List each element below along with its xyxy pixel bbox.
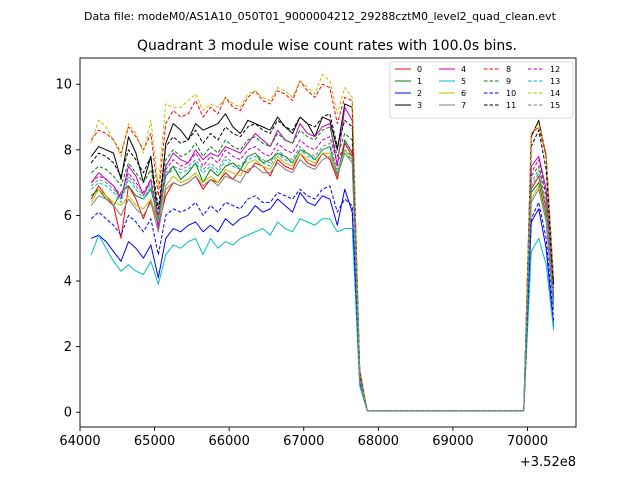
data-file-label: Data file: modeM0/AS1A10_050T01_90000042…: [84, 10, 557, 23]
legend-label-4: 4: [461, 65, 466, 74]
series-line-15: [90, 142, 555, 412]
y-tick-label: 2: [64, 340, 72, 355]
plot-area: 64000 65000 66000 67000 68000 69000 70000 0 2 4 6…: [55, 57, 577, 449]
legend-label-0: 0: [417, 65, 422, 74]
x-tick-label: 65000: [134, 434, 175, 449]
legend-label-3: 3: [417, 101, 422, 110]
y-tick-label: 10: [55, 78, 72, 93]
legend-label-8: 8: [506, 65, 511, 74]
series-line-11: [90, 113, 555, 412]
chart-title: Quadrant 3 module wise count rates with …: [137, 38, 517, 54]
x-tick-label: 68000: [358, 434, 399, 449]
series-line-2: [90, 188, 555, 412]
series-line-10: [90, 185, 555, 412]
x-offset-label: +3.52e8: [520, 455, 576, 470]
x-tick-label: 70000: [507, 434, 548, 449]
legend-label-9: 9: [506, 77, 511, 86]
legend-label-15: 15: [550, 101, 560, 110]
series-line-14: [90, 73, 555, 412]
series-line-12: [90, 136, 555, 412]
x-tick-label: 67000: [283, 434, 324, 449]
series-line-13: [90, 146, 555, 412]
legend-label-11: 11: [506, 101, 516, 110]
x-tick-label: 66000: [208, 434, 249, 449]
legend-label-2: 2: [417, 89, 422, 98]
series-line-5: [90, 218, 555, 412]
x-tick-label: 64000: [59, 434, 100, 449]
legend-label-6: 6: [461, 89, 466, 98]
legend-label-5: 5: [461, 77, 466, 86]
legend-label-10: 10: [506, 89, 516, 98]
x-axis: 64000 65000 66000 67000 68000 69000 70000: [59, 427, 548, 449]
y-tick-label: 0: [64, 406, 72, 421]
legend-label-13: 13: [550, 77, 560, 86]
series-line-8: [90, 80, 555, 412]
legend-label-1: 1: [417, 77, 422, 86]
plot-frame: [79, 57, 577, 428]
y-tick-label: 6: [64, 209, 72, 224]
legend-label-12: 12: [550, 65, 560, 74]
series-layer: [90, 73, 555, 412]
y-tick-label: 8: [64, 143, 72, 158]
y-axis: 0 2 4 6 8 10: [55, 78, 80, 421]
legend-label-14: 14: [550, 89, 560, 98]
x-tick-label: 69000: [432, 434, 473, 449]
legend-box: [389, 61, 574, 119]
y-tick-label: 4: [64, 275, 72, 290]
legend-label-7: 7: [461, 101, 466, 110]
